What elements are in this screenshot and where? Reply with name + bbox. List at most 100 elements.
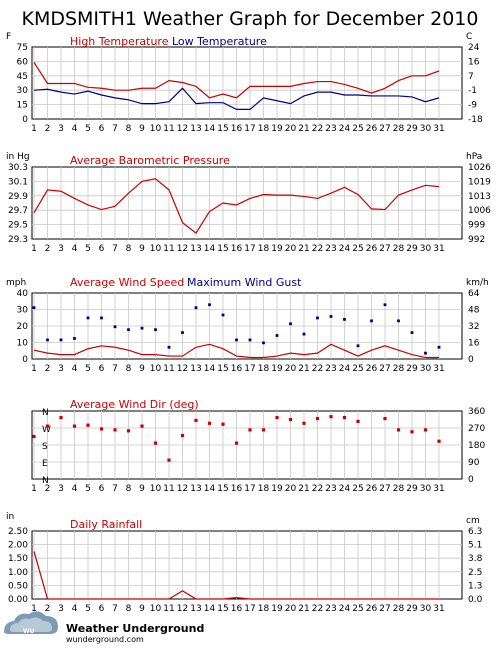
- data-point: [207, 421, 212, 425]
- logo-subtext: wunderground.com: [66, 635, 144, 644]
- x-tick-label: 15: [217, 604, 228, 614]
- y-tick-right: 1013: [468, 192, 491, 202]
- x-tick-label: 21: [298, 244, 309, 254]
- x-tick-label: 25: [352, 604, 363, 614]
- x-tick-label: 3: [58, 604, 64, 614]
- panel-title: Average Barometric Pressure: [70, 154, 230, 167]
- y-tick-right: -18: [468, 115, 483, 125]
- x-tick-label: 3: [58, 484, 64, 494]
- y-tick-right: 180: [468, 441, 485, 451]
- chart-panel-1: 1 2 3 4 5 6 7 8 9 10 11 12 13 14 15 16 17 18 19 20 21 22 23 24 2…: [6, 32, 483, 134]
- x-tick-label: 10: [150, 364, 162, 374]
- y-tick-left: 40: [17, 289, 29, 299]
- data-point: [32, 306, 36, 310]
- data-point: [180, 433, 185, 438]
- unit-right-label: cm: [466, 516, 480, 526]
- data-point: [275, 334, 279, 337]
- data-point: [194, 306, 198, 310]
- x-tick-label: 11: [163, 364, 174, 374]
- x-tick-label: 8: [126, 484, 132, 494]
- x-tick-label: 31: [433, 604, 444, 614]
- panel-frame: [31, 166, 463, 240]
- x-tick-label: 9: [139, 604, 145, 614]
- x-tick-label: 25: [352, 364, 363, 374]
- x-tick-label: 31: [433, 484, 444, 494]
- legend-average-wind-speed: Average Wind Speed: [70, 276, 184, 289]
- x-tick-label: 12: [177, 484, 188, 494]
- x-tick-label: 22: [312, 364, 323, 374]
- data-point: [262, 341, 265, 345]
- data-point: [383, 303, 387, 307]
- data-point: [100, 316, 103, 320]
- x-tick-label: 12: [177, 604, 188, 614]
- y-tick-left: 45: [17, 72, 28, 82]
- chart-panel-3: 1 2 3 4 5 6 7 8 9 10 11 12 13 14 15 16 17 18 19 20 21 22 23 24 2…: [6, 276, 489, 374]
- weather-underground-logo: WU Weather Underground wunderground.com: [4, 611, 204, 644]
- x-tick-label: 9: [139, 484, 145, 494]
- data-point: [248, 428, 252, 432]
- x-tick-label: 30: [420, 484, 432, 494]
- data-point: [73, 337, 76, 340]
- unit-left-label: in Hg: [6, 152, 30, 162]
- data-point: [437, 439, 441, 443]
- x-tick-label: 1: [31, 484, 37, 494]
- x-tick-label: 4: [72, 124, 78, 134]
- x-tick-label: 28: [393, 124, 405, 134]
- x-tick-label: 19: [271, 484, 283, 494]
- x-tick-label: 4: [72, 604, 78, 614]
- x-tick-label: 16: [231, 124, 243, 134]
- unit-right-label: C: [466, 32, 472, 42]
- y-tick-left: 60: [17, 57, 29, 67]
- data-point: [410, 430, 414, 434]
- x-tick-label: 6: [99, 484, 105, 494]
- panel-frame: [31, 530, 463, 600]
- x-tick-label: 11: [163, 484, 174, 494]
- x-tick-label: 29: [406, 244, 418, 254]
- x-tick-label: 21: [298, 604, 309, 614]
- x-tick-label: 4: [72, 244, 78, 254]
- y-tick-right: 992: [468, 235, 485, 245]
- x-tick-label: 5: [85, 244, 91, 254]
- x-tick-label: 27: [379, 484, 390, 494]
- y-tick-right: 5.1: [468, 541, 482, 551]
- data-point: [140, 424, 144, 428]
- x-tick-label: 31: [433, 364, 444, 374]
- x-tick-label: 24: [339, 124, 351, 134]
- x-tick-label: 7: [112, 484, 118, 494]
- data-point: [248, 338, 252, 342]
- data-point: [356, 344, 360, 348]
- data-point: [46, 338, 49, 342]
- x-tick-label: 23: [325, 484, 336, 494]
- data-point: [221, 422, 225, 426]
- data-point: [370, 319, 373, 323]
- y-tick-right: 32: [468, 322, 479, 332]
- x-tick-label: 24: [339, 364, 351, 374]
- x-tick-label: 11: [163, 244, 174, 254]
- x-tick-label: 12: [177, 244, 188, 254]
- y-tick-left: 75: [17, 43, 28, 53]
- x-tick-label: 5: [85, 124, 91, 134]
- panel-title: Daily Rainfall: [70, 518, 142, 531]
- panel-frame: [31, 46, 463, 120]
- page-title: KMDSMITH1 Weather Graph for December 201…: [21, 8, 478, 30]
- y-tick-left: 2.50: [8, 527, 28, 537]
- x-tick-label: 9: [139, 124, 145, 134]
- data-point: [410, 331, 414, 334]
- x-tick-label: 18: [258, 604, 270, 614]
- y-tick-right: 2.5: [468, 568, 482, 578]
- x-tick-label: 25: [352, 244, 363, 254]
- x-tick-label: 8: [126, 604, 132, 614]
- x-tick-label: 25: [352, 124, 363, 134]
- legend-high-temperature: High Temperature: [70, 35, 169, 48]
- y-tick-right: 90: [468, 458, 480, 468]
- x-tick-label: 6: [99, 604, 105, 614]
- legend-low-temperature: Low Temperature: [172, 35, 267, 48]
- x-tick-label: 30: [420, 364, 432, 374]
- x-tick-label: 2: [45, 364, 51, 374]
- x-tick-label: 20: [285, 124, 297, 134]
- x-tick-label: 26: [366, 604, 378, 614]
- y-tick-left: 30: [17, 86, 29, 96]
- y-tick-right: 48: [468, 306, 480, 316]
